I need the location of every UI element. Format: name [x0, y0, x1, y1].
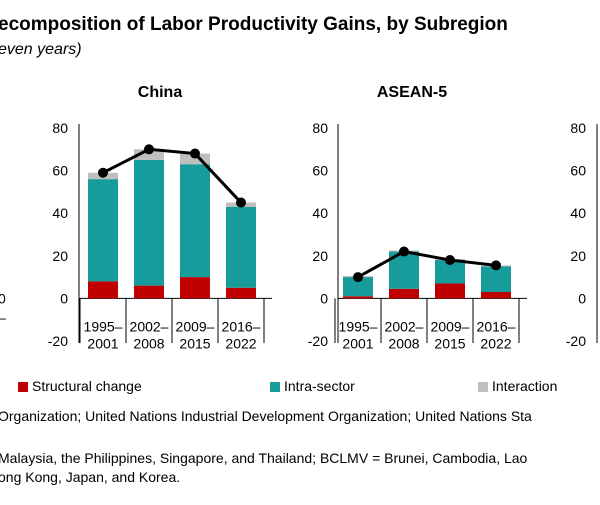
- legend-label-interaction: Interaction: [492, 378, 558, 394]
- chart-subtitle: even years): [0, 41, 82, 58]
- y-tick-label: 20: [52, 248, 68, 264]
- total-point: [236, 197, 246, 208]
- y-tick-label: 40: [52, 205, 68, 221]
- y-tick-label: -20: [308, 333, 328, 349]
- bar-interaction: [134, 149, 164, 160]
- x-tick-label: 2016–: [477, 318, 516, 334]
- y-tick-label-partial-right: 60: [570, 163, 586, 179]
- x-tick-label: 2022: [480, 335, 511, 351]
- x-tick-label: 2009–: [431, 318, 470, 334]
- x-tick-label: 2009–: [176, 318, 215, 334]
- y-tick-label-partial-right: -20: [566, 333, 586, 349]
- bar-structural: [226, 287, 256, 299]
- x-tick-label: 2008: [388, 335, 419, 351]
- y-tick-label: 20: [312, 248, 328, 264]
- x-tick-label: 2002–: [385, 318, 424, 334]
- legend-interaction: Interaction: [478, 378, 557, 394]
- y-tick-label: 60: [52, 163, 68, 179]
- bar-structural: [343, 296, 373, 299]
- total-line-1: [102, 147, 243, 204]
- y-tick-label: 40: [312, 205, 328, 221]
- legend-swatch-interaction: [478, 382, 488, 392]
- bar-intra: [435, 260, 465, 284]
- bar-intra: [134, 159, 164, 286]
- y-tick-label: -20: [48, 333, 68, 349]
- source-note: Organization; United Nations Industrial …: [0, 408, 532, 424]
- bar-structural: [435, 283, 465, 299]
- x-tick-label: 2015: [179, 335, 210, 351]
- note-line-1: Malaysia, the Philippines, Singapore, an…: [0, 450, 528, 466]
- x-tick-label: 2002–: [130, 318, 169, 334]
- y-tick-label-partial-right: 80: [570, 120, 586, 136]
- total-point: [445, 255, 455, 266]
- total-point: [98, 167, 108, 178]
- panel-title-1: China: [138, 84, 183, 101]
- bar-structural: [180, 277, 210, 299]
- x-tick-label: 2016–: [222, 318, 261, 334]
- bar-structural: [88, 281, 118, 299]
- total-point: [491, 260, 501, 271]
- total-point: [144, 144, 154, 155]
- x-tick-label: 2015: [434, 335, 465, 351]
- x-tick-label: 2001: [87, 335, 118, 351]
- y-tick-label-partial-right: 20: [570, 248, 586, 264]
- bar-interaction: [180, 153, 210, 165]
- panel-title-2: ASEAN-5: [377, 84, 447, 101]
- total-point: [399, 246, 409, 257]
- x-tick-label: 1995–: [339, 318, 378, 334]
- chart-title: ecomposition of Labor Productivity Gains…: [0, 14, 508, 35]
- bar-intra: [88, 179, 118, 282]
- bar-intra: [180, 164, 210, 278]
- chart-area: China806040200-201995–20012002–20082009–…: [0, 84, 598, 351]
- x-tick-label: 2008: [133, 335, 164, 351]
- bar-intra: [343, 277, 373, 297]
- total-point: [353, 272, 363, 283]
- y-tick-label-partial-left: 0: [0, 290, 6, 306]
- legend-structural: Structural change: [18, 378, 142, 394]
- y-tick-label: 80: [312, 120, 328, 136]
- x-tick-label: 1995–: [84, 318, 123, 334]
- bar-intra: [226, 206, 256, 288]
- bar-structural: [389, 288, 419, 299]
- y-tick-label-partial-right: 0: [578, 290, 586, 306]
- y-tick-label: 0: [320, 290, 328, 306]
- y-tick-label: 60: [312, 163, 328, 179]
- total-point: [190, 148, 200, 159]
- x-tick-label: 2022: [225, 335, 256, 351]
- x-tick-label: 2001: [342, 335, 373, 351]
- y-tick-label: 0: [60, 290, 68, 306]
- legend-swatch-intra: [270, 382, 280, 392]
- note-line-2: ong Kong, Japan, and Korea.: [0, 469, 181, 485]
- y-tick-label-partial-right: 40: [570, 205, 586, 221]
- legend-intra: Intra-sector: [270, 378, 355, 394]
- legend-swatch-structural: [18, 382, 28, 392]
- total-line-2: [357, 249, 497, 279]
- y-tick-label: 80: [52, 120, 68, 136]
- bar-intra: [481, 266, 511, 293]
- y-tick-label-partial-left: –: [0, 310, 6, 326]
- legend-label-structural: Structural change: [32, 378, 142, 394]
- legend-label-intra: Intra-sector: [284, 378, 355, 394]
- bar-structural: [481, 292, 511, 299]
- bar-structural: [134, 285, 164, 299]
